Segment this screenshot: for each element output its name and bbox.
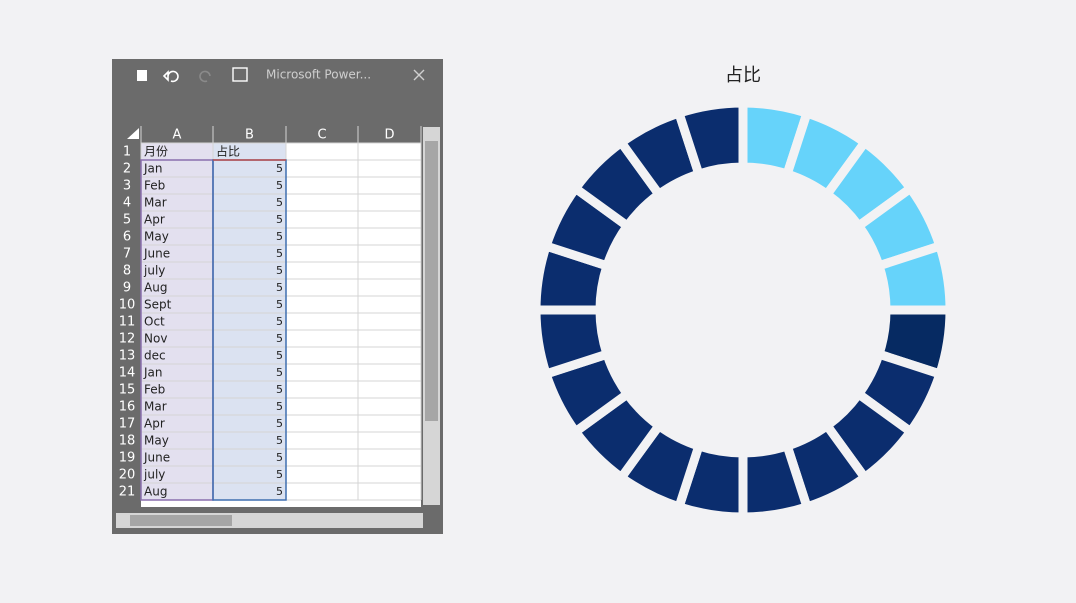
row-header: 7 — [123, 247, 131, 262]
row-header: 5 — [123, 213, 131, 228]
sheet: A B C D123456789101112131415161718192021月份占… — [119, 126, 422, 501]
close-button[interactable] — [413, 69, 425, 81]
column-header-bar — [113, 126, 421, 143]
row-header: 21 — [119, 485, 136, 500]
row-header: 18 — [119, 434, 136, 449]
category-cell: Feb — [144, 179, 165, 193]
row-header: 16 — [119, 400, 136, 415]
value-cell: 5 — [276, 230, 283, 243]
row-header: 17 — [119, 417, 136, 432]
category-cell: july — [143, 264, 165, 278]
edit-data-icon[interactable] — [232, 67, 248, 82]
row-header: 15 — [119, 383, 136, 398]
row-header: 19 — [119, 451, 136, 466]
category-cell: June — [143, 451, 170, 465]
value-cell: 5 — [276, 162, 283, 175]
value-cell: 5 — [276, 434, 283, 447]
row-header-bar — [113, 143, 141, 507]
row-header: 12 — [119, 332, 136, 347]
row-header: 10 — [119, 298, 136, 313]
value-cell: 5 — [276, 332, 283, 345]
category-cell: Sept — [144, 298, 172, 312]
header-cell: 占比 — [216, 144, 240, 159]
value-cell: 5 — [276, 349, 283, 362]
value-cell: 5 — [276, 468, 283, 481]
redo-icon[interactable] — [199, 70, 211, 83]
row-header: 2 — [123, 162, 131, 177]
category-cell: Aug — [144, 485, 167, 499]
column-header: B — [245, 128, 254, 143]
column-header: A — [173, 128, 182, 143]
chart-title: 占比 — [725, 65, 761, 86]
column-header: D — [384, 128, 394, 143]
value-cell: 5 — [276, 247, 283, 260]
undo-icon[interactable] — [162, 70, 179, 83]
category-cell: Apr — [144, 417, 165, 431]
row-header: 1 — [123, 145, 131, 160]
select-all[interactable] — [127, 128, 139, 139]
h-scroll-thumb[interactable] — [130, 515, 232, 526]
row-header: 8 — [123, 264, 131, 279]
row-header: 11 — [119, 315, 136, 330]
category-cell: May — [144, 230, 169, 244]
column-a-fill — [141, 143, 213, 500]
row-header: 6 — [123, 230, 131, 245]
value-cell: 5 — [276, 315, 283, 328]
v-scroll-thumb[interactable] — [425, 141, 438, 421]
chart — [531, 98, 955, 522]
category-cell: Apr — [144, 213, 165, 227]
column-header: C — [317, 128, 326, 143]
value-cell: 5 — [276, 196, 283, 209]
value-cell: 5 — [276, 281, 283, 294]
value-cell: 5 — [276, 383, 283, 396]
value-cell: 5 — [276, 485, 283, 498]
value-cell: 5 — [276, 366, 283, 379]
value-cell: 5 — [276, 213, 283, 226]
category-cell: Feb — [144, 383, 165, 397]
category-cell: Jan — [143, 366, 163, 380]
category-cell: Oct — [144, 315, 165, 329]
row-header: 3 — [123, 179, 131, 194]
value-cell: 5 — [276, 298, 283, 311]
value-cell: 5 — [276, 264, 283, 277]
category-cell: June — [143, 247, 170, 261]
category-cell: july — [143, 468, 165, 482]
category-cell: dec — [144, 349, 166, 363]
category-cell: Jan — [143, 162, 163, 176]
value-cell: 5 — [276, 400, 283, 413]
column-b-fill — [213, 143, 286, 500]
row-header: 13 — [119, 349, 136, 364]
row-header: 9 — [123, 281, 131, 296]
save-icon[interactable] — [137, 70, 147, 81]
row-header: 20 — [119, 468, 136, 483]
category-cell: Mar — [144, 196, 167, 210]
row-header: 14 — [119, 366, 136, 381]
window-title: Microsoft Power... — [266, 68, 371, 82]
value-cell: 5 — [276, 417, 283, 430]
doughnut-segment — [673, 98, 748, 180]
category-cell: May — [144, 434, 169, 448]
category-cell: Aug — [144, 281, 167, 295]
row-header: 4 — [123, 196, 131, 211]
category-cell: Mar — [144, 400, 167, 414]
value-cell: 5 — [276, 179, 283, 192]
category-cell: Nov — [144, 332, 167, 346]
header-cell: 月份 — [144, 145, 168, 159]
value-cell: 5 — [276, 451, 283, 464]
